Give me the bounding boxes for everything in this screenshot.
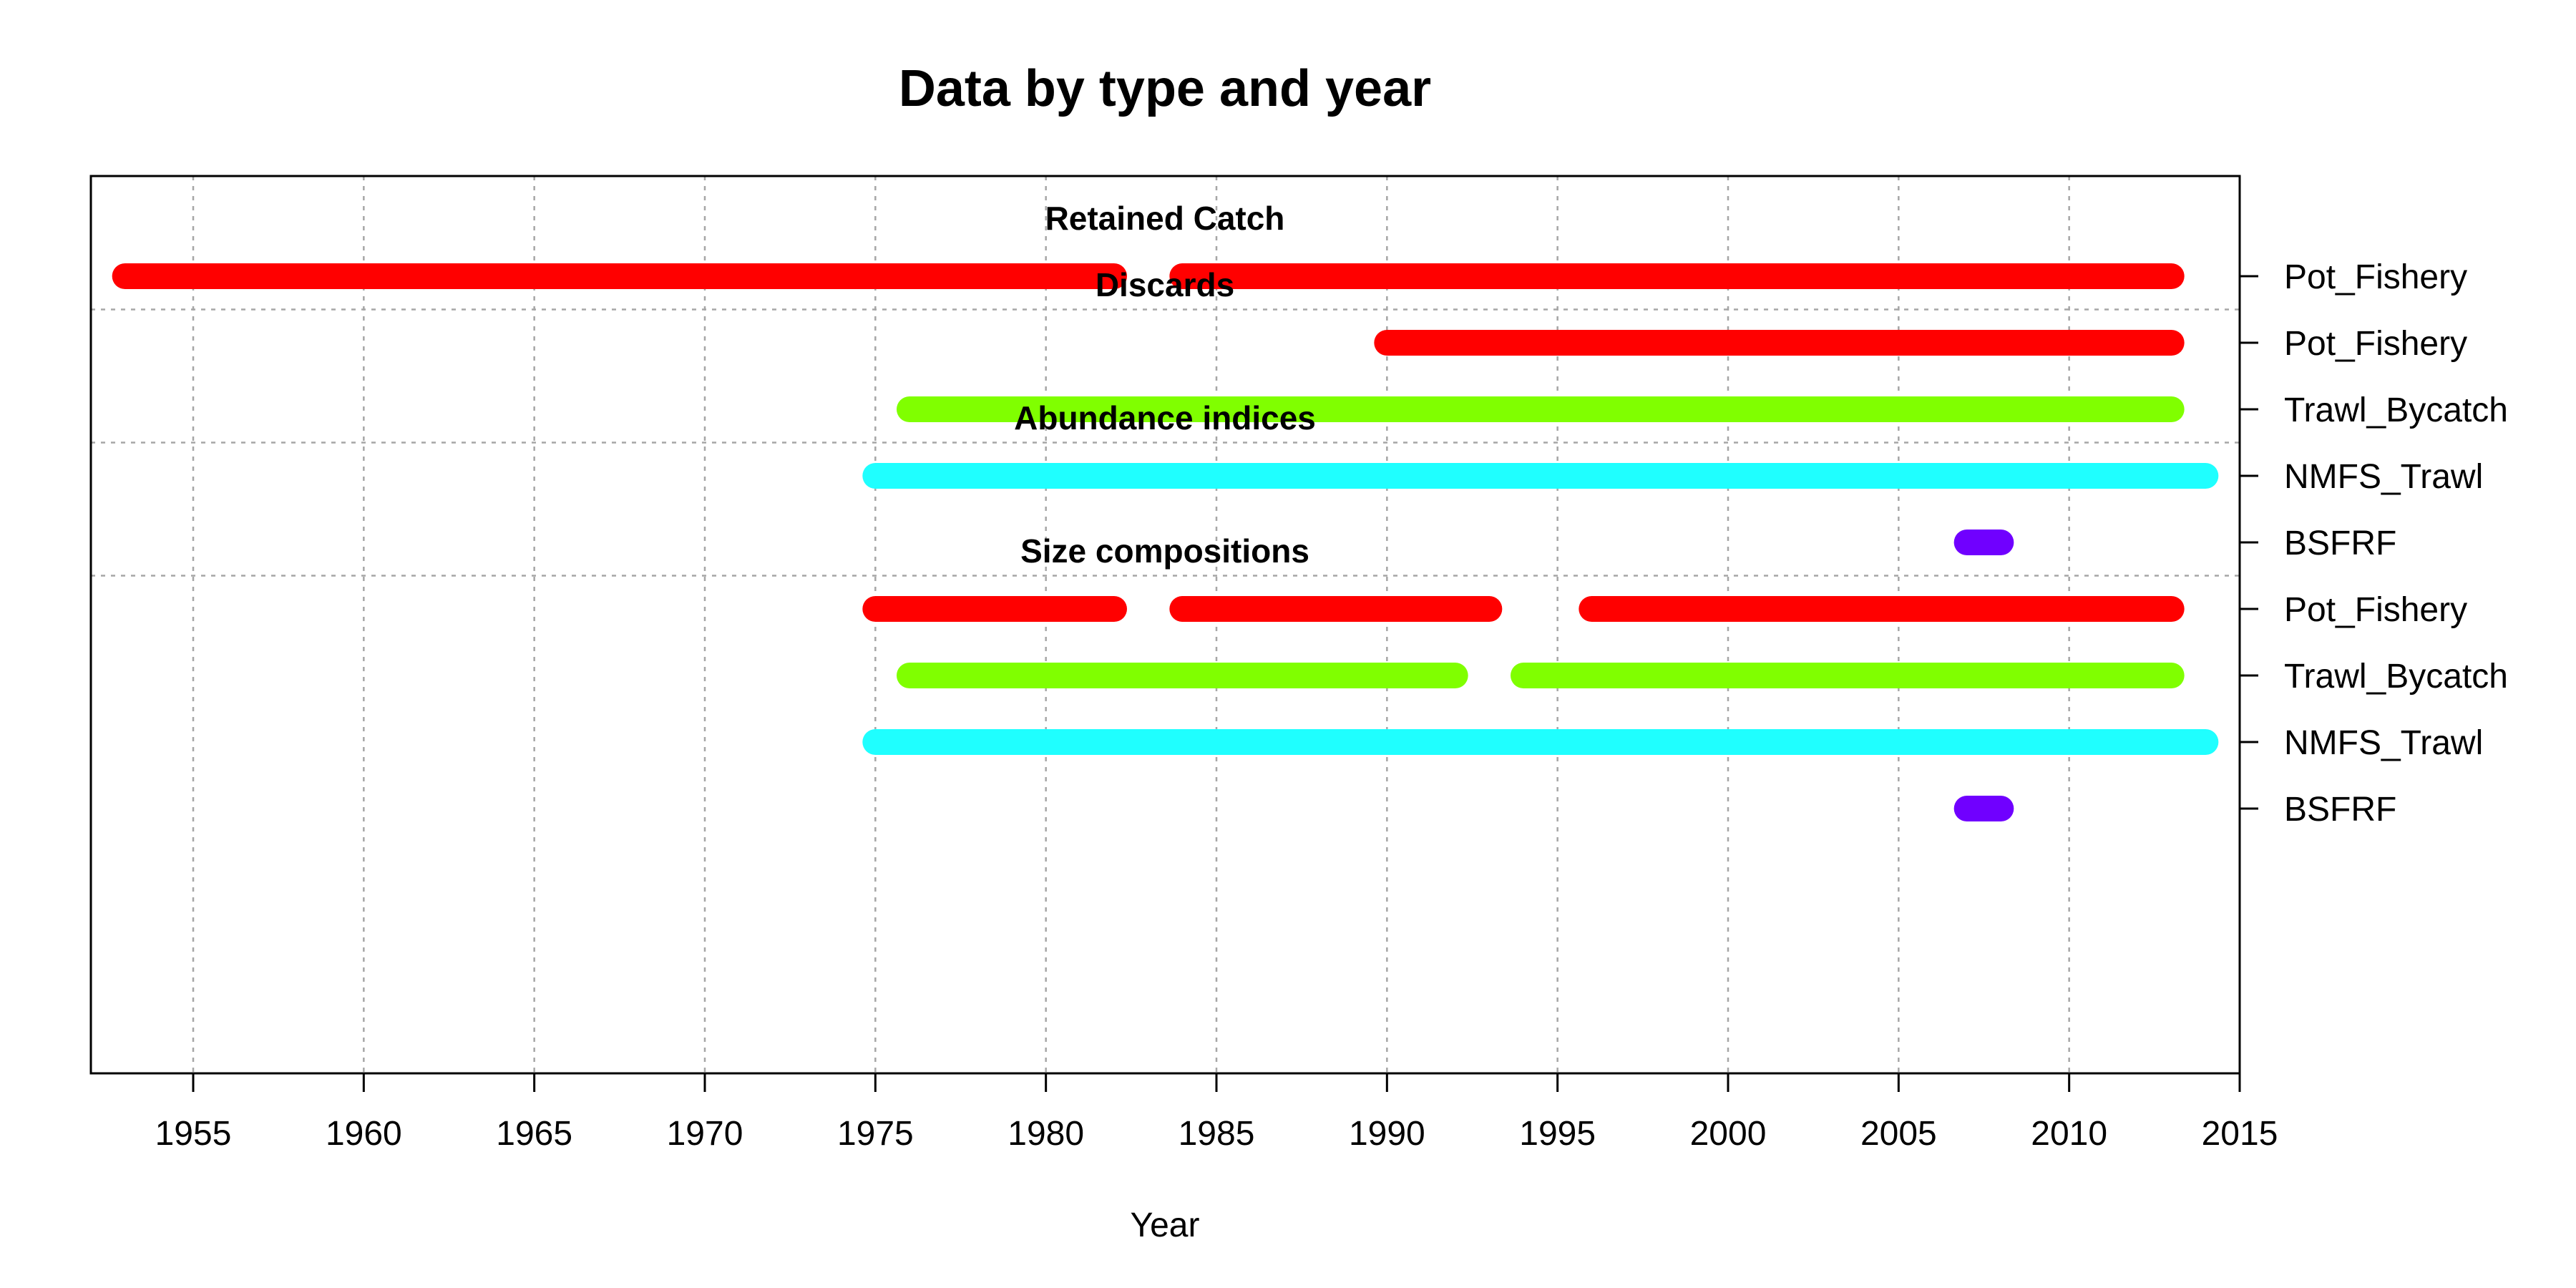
x-tick-label: 2005 <box>1860 1115 1937 1153</box>
x-tick-label: 1975 <box>837 1115 914 1153</box>
x-tick-label: 2015 <box>2202 1115 2278 1153</box>
x-tick-label: 1980 <box>1008 1115 1084 1153</box>
row-label-axis: Pot_Fishery Pot_Fishery Trawl_Bycatch NMFS_… <box>2240 258 2508 829</box>
x-tick-label: 1955 <box>155 1115 232 1153</box>
x-tick-label: 2010 <box>2031 1115 2107 1153</box>
x-tick-label: 1960 <box>326 1115 402 1153</box>
section-titles: Retained Catch Discards Abundance indices S… <box>1014 200 1316 570</box>
section-title: Size compositions <box>1020 532 1309 570</box>
row-label: Trawl_Bycatch <box>2284 658 2508 696</box>
row-label: Pot_Fishery <box>2284 258 2467 296</box>
x-tick-label: 1985 <box>1179 1115 1255 1153</box>
row-label: BSFRF <box>2284 525 2396 562</box>
row-label: BSFRF <box>2284 791 2396 829</box>
row-label: Pot_Fishery <box>2284 591 2467 629</box>
section-title: Retained Catch <box>1045 200 1285 237</box>
grid <box>192 176 2070 1073</box>
section-title: Abundance indices <box>1014 399 1316 436</box>
row-label: NMFS_Trawl <box>2284 458 2483 496</box>
x-tick-label: 1995 <box>1519 1115 1596 1153</box>
x-tick-label: 1965 <box>496 1115 572 1153</box>
section-title: Discards <box>1096 266 1234 303</box>
x-tick-label: 1970 <box>667 1115 743 1153</box>
row-label: Pot_Fishery <box>2284 325 2467 363</box>
row-label: NMFS_Trawl <box>2284 724 2483 762</box>
x-tick-label: 1990 <box>1349 1115 1425 1153</box>
row-label: Trawl_Bycatch <box>2284 391 2508 429</box>
x-tick-label: 2000 <box>1690 1115 1767 1153</box>
x-axis-label: Year <box>1131 1206 1200 1244</box>
data-bars <box>112 263 2219 821</box>
plot-frame <box>89 175 2241 1075</box>
section-separators <box>91 308 2240 577</box>
chart-title: Data by type and year <box>899 60 1431 117</box>
x-axis: 1955 1960 1965 1970 1975 1980 1985 1990 1995 2000… <box>155 1073 2278 1153</box>
